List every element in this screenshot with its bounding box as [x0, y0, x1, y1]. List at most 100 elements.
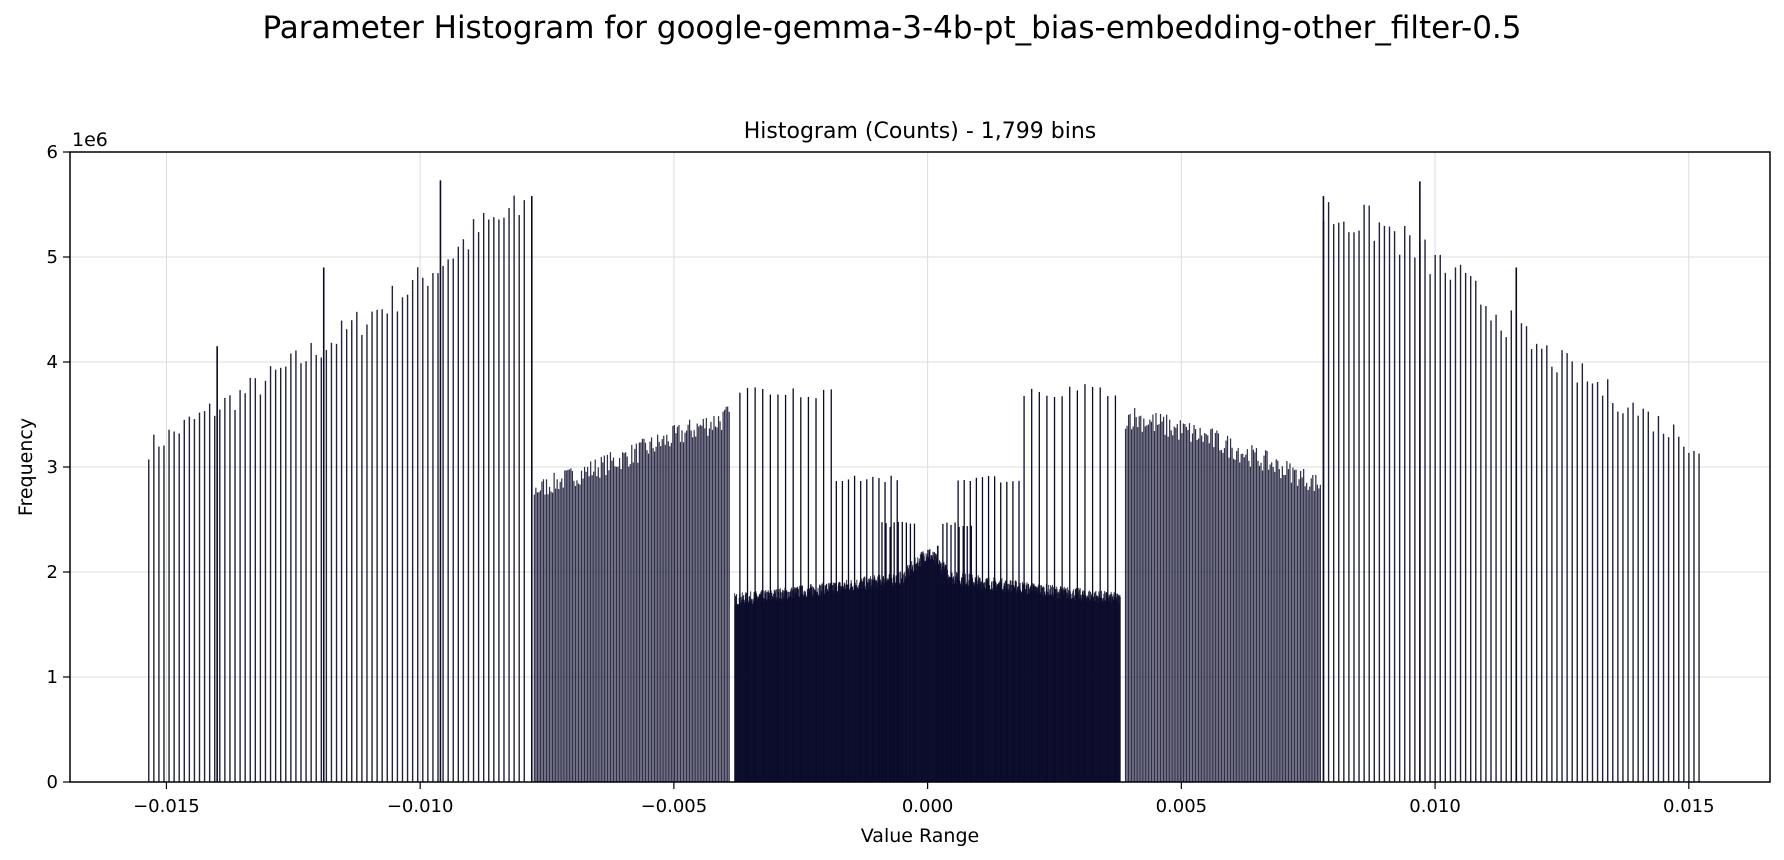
histogram-bar: [687, 424, 689, 782]
histogram-bar: [582, 478, 584, 782]
histogram-bar: [1266, 450, 1268, 782]
x-tick-label: −0.015: [133, 796, 200, 817]
histogram-bar: [1541, 348, 1543, 782]
histogram-bar: [970, 525, 972, 782]
histogram-bar: [1188, 423, 1191, 782]
histogram-bar: [606, 454, 609, 782]
histogram-bar: [571, 470, 574, 782]
histogram-bar: [1233, 458, 1235, 782]
histogram-bar: [208, 403, 211, 782]
histogram-bar: [1176, 424, 1178, 782]
histogram-bar: [1191, 433, 1194, 782]
histogram-bar: [178, 433, 180, 782]
y-tick-label: 2: [47, 562, 58, 583]
histogram-bar: [1182, 423, 1184, 782]
histogram-bar: [1181, 433, 1183, 782]
histogram-bar: [1173, 426, 1175, 782]
histogram-bar: [762, 388, 764, 782]
figure-suptitle: Parameter Histogram for google-gemma-3-4…: [262, 10, 1522, 46]
histogram-bar: [609, 452, 612, 782]
histogram-bar: [885, 523, 887, 782]
histogram-bar: [634, 448, 636, 782]
histogram-bar: [1091, 386, 1094, 782]
histogram-bar: [577, 483, 580, 782]
histogram-bar: [1698, 453, 1700, 782]
histogram-bar: [623, 453, 625, 782]
histogram-bar: [679, 441, 682, 782]
histogram-bar: [1368, 205, 1370, 782]
histogram-bar: [1662, 433, 1665, 782]
histogram-bar: [1166, 414, 1168, 782]
histogram-bar: [699, 424, 701, 782]
histogram-bar: [1286, 460, 1288, 782]
histogram-bar: [315, 355, 317, 782]
histogram-bar: [958, 526, 960, 782]
histogram-bar: [539, 490, 542, 782]
y-tick-label: 3: [47, 457, 58, 478]
histogram-bar: [345, 329, 348, 782]
histogram-bar: [214, 415, 216, 782]
histogram-bar: [1249, 466, 1251, 782]
histogram-bar: [655, 446, 657, 782]
histogram-bar: [1566, 353, 1568, 782]
histogram-bar: [897, 521, 899, 782]
histogram-bar: [1069, 386, 1071, 782]
histogram-bar: [396, 311, 399, 782]
histogram-bar: [561, 478, 563, 782]
histogram-bar: [1135, 417, 1137, 782]
histogram-bar: [1318, 488, 1320, 782]
histogram-bar: [548, 486, 551, 782]
histogram-bar: [1596, 381, 1599, 782]
histogram-bar: [1444, 272, 1447, 782]
histogram-bar: [847, 479, 850, 782]
histogram-bar: [422, 277, 424, 782]
y-tick-label: 4: [47, 352, 58, 373]
y-tick-label: 5: [47, 247, 58, 268]
histogram-bar: [853, 475, 856, 782]
histogram-bar: [1236, 451, 1238, 782]
histogram-bar: [685, 430, 688, 782]
histogram-bar: [746, 388, 749, 782]
histogram-bar: [1201, 435, 1203, 782]
histogram-bar: [198, 412, 201, 782]
histogram-bar: [371, 311, 373, 782]
histogram-bar: [1281, 466, 1283, 782]
histogram-bar: [558, 489, 560, 782]
histogram-bar: [1556, 372, 1558, 782]
histogram-bar: [1271, 462, 1273, 782]
histogram-bar: [860, 481, 862, 782]
histogram-bar: [567, 469, 569, 782]
histogram-bar: [673, 425, 676, 782]
histogram-bar: [320, 357, 322, 782]
histogram-bar: [538, 492, 540, 782]
histogram-bar: [457, 246, 460, 782]
histogram-bar: [1303, 468, 1305, 782]
histogram-bar: [340, 320, 343, 782]
histogram-bar: [675, 433, 677, 782]
histogram-bar: [608, 470, 610, 782]
histogram-bar: [1217, 433, 1220, 782]
histogram-bar: [1199, 427, 1201, 782]
histogram-bar: [643, 438, 645, 782]
histogram-bar: [568, 469, 570, 782]
histogram-bar: [1688, 452, 1690, 782]
histogram-bar: [1315, 474, 1317, 782]
histogram-bar: [611, 460, 613, 782]
histogram-bar: [1495, 314, 1497, 782]
x-tick-label: 0.000: [902, 796, 954, 817]
histogram-bar: [617, 466, 619, 782]
histogram-bar: [1378, 222, 1381, 782]
histogram-bar: [1260, 462, 1262, 782]
histogram-bar: [547, 494, 549, 782]
histogram-bar: [905, 522, 907, 782]
histogram-bar: [1141, 431, 1143, 782]
histogram-bar: [1038, 392, 1040, 782]
histogram-bar: [462, 239, 465, 782]
histogram-bar: [550, 491, 552, 782]
histogram-bar: [1434, 254, 1436, 783]
histogram-bars: [148, 180, 1700, 783]
y-tick-label: 6: [47, 142, 58, 163]
histogram-bar: [1363, 204, 1365, 783]
histogram-bar: [913, 523, 916, 782]
histogram-bar: [591, 475, 593, 782]
